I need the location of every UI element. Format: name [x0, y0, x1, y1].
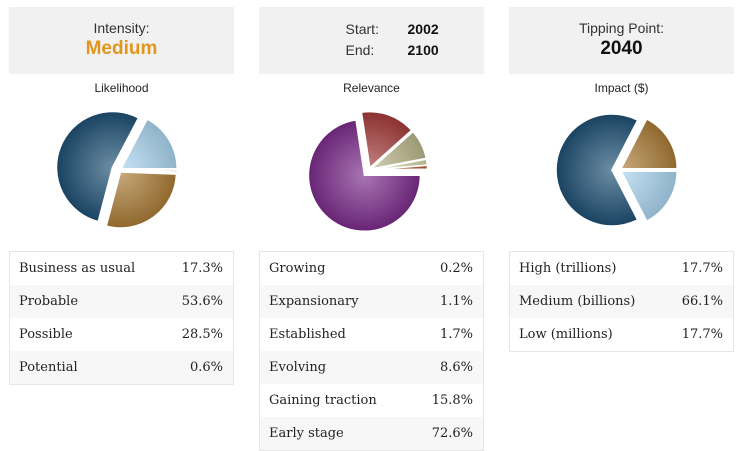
pie-slice[interactable] [619, 117, 678, 170]
row-label: Low (millions) [519, 327, 613, 342]
intensity-header: Intensity: Medium [9, 7, 234, 74]
table-row: Expansionary 1.1% [260, 285, 483, 318]
pie-slice[interactable] [368, 130, 427, 171]
panel-likelihood: Intensity: Medium Likelihood Business as… [9, 7, 234, 385]
likelihood-table: Business as usual 17.3% Probable 53.6% Possi… [9, 251, 234, 385]
pie-chart-likelihood [9, 95, 234, 245]
start-row: Start: 2002 [259, 19, 484, 40]
row-label: Medium (billions) [519, 294, 636, 309]
pie-svg-impact [554, 113, 678, 227]
row-value: 17.7% [681, 327, 723, 342]
row-label: Gaining traction [269, 393, 377, 408]
table-row: Potential 0.6% [10, 351, 233, 384]
table-row: Established 1.7% [260, 318, 483, 351]
panel-impact: Tipping Point: 2040 Impact ($) High (tri… [509, 7, 734, 352]
pie-title-likelihood: Likelihood [94, 81, 149, 95]
relevance-table: Growing 0.2% Expansionary 1.1% Established 1.… [259, 251, 484, 451]
pie-svg-likelihood [55, 110, 178, 229]
row-label: Potential [19, 360, 78, 375]
row-value: 0.6% [189, 360, 223, 375]
row-value: 1.7% [439, 327, 473, 342]
pie-slice[interactable] [360, 110, 413, 170]
row-label: Probable [19, 294, 79, 309]
row-label: Established [269, 327, 346, 342]
pie-slice[interactable] [120, 169, 178, 173]
start-label: Start: [345, 21, 379, 37]
table-row: Probable 53.6% [10, 285, 233, 318]
table-row: Possible 28.5% [10, 318, 233, 351]
row-value: 17.7% [681, 261, 723, 276]
row-value: 28.5% [181, 327, 223, 342]
intensity-label: Intensity: [93, 20, 150, 36]
tipping-point-header: Tipping Point: 2040 [509, 7, 734, 74]
pie-title-relevance: Relevance [343, 81, 400, 95]
table-row: Gaining traction 15.8% [260, 384, 483, 417]
pie-slice[interactable] [55, 110, 140, 223]
row-value: 17.3% [181, 261, 223, 276]
row-value: 8.6% [439, 360, 473, 375]
row-value: 53.6% [181, 294, 223, 309]
table-row: Low (millions) 17.7% [510, 318, 733, 351]
row-label: Evolving [269, 360, 327, 375]
row-value: 72.6% [431, 426, 473, 441]
pie-slice[interactable] [119, 118, 178, 170]
row-label: Expansionary [269, 294, 359, 309]
table-row: Business as usual 17.3% [10, 252, 233, 285]
table-row: High (trillions) 17.7% [510, 252, 733, 285]
row-value: 0.2% [439, 261, 473, 276]
table-row: Evolving 8.6% [260, 351, 483, 384]
tipping-point-label: Tipping Point: [578, 20, 665, 36]
pie-title-impact: Impact ($) [594, 81, 649, 95]
table-row: Growing 0.2% [260, 252, 483, 285]
pie-slice[interactable] [370, 158, 428, 171]
pie-chart-impact [509, 95, 734, 245]
pie-slice[interactable] [619, 170, 678, 223]
end-row: End: 2100 [259, 40, 484, 61]
start-value: 2002 [407, 21, 439, 37]
table-row: Medium (billions) 66.1% [510, 285, 733, 318]
intensity-value: Medium [85, 38, 158, 59]
row-value: 15.8% [431, 393, 473, 408]
row-label: Business as usual [19, 261, 136, 276]
end-label: End: [345, 42, 375, 58]
row-value: 1.1% [439, 294, 473, 309]
tipping-point-value: 2040 [600, 38, 643, 59]
row-label: Growing [269, 261, 326, 276]
pie-slice[interactable] [307, 119, 421, 233]
pie-slice[interactable] [554, 113, 639, 227]
pie-svg-relevance [307, 110, 428, 233]
table-row: Early stage 72.6% [260, 417, 483, 450]
impact-table: High (trillions) 17.7% Medium (billions) 66… [509, 251, 734, 352]
row-label: High (trillions) [519, 261, 617, 276]
row-value: 66.1% [681, 294, 723, 309]
row-label: Possible [19, 327, 73, 342]
row-label: Early stage [269, 426, 344, 441]
panel-relevance: Start: 2002 End: 2100 Relevance Growing 0.2… [259, 7, 484, 451]
pie-slice[interactable] [104, 171, 177, 229]
date-range-header: Start: 2002 End: 2100 [259, 7, 484, 74]
pie-chart-relevance [259, 95, 484, 245]
end-value: 2100 [407, 42, 439, 58]
